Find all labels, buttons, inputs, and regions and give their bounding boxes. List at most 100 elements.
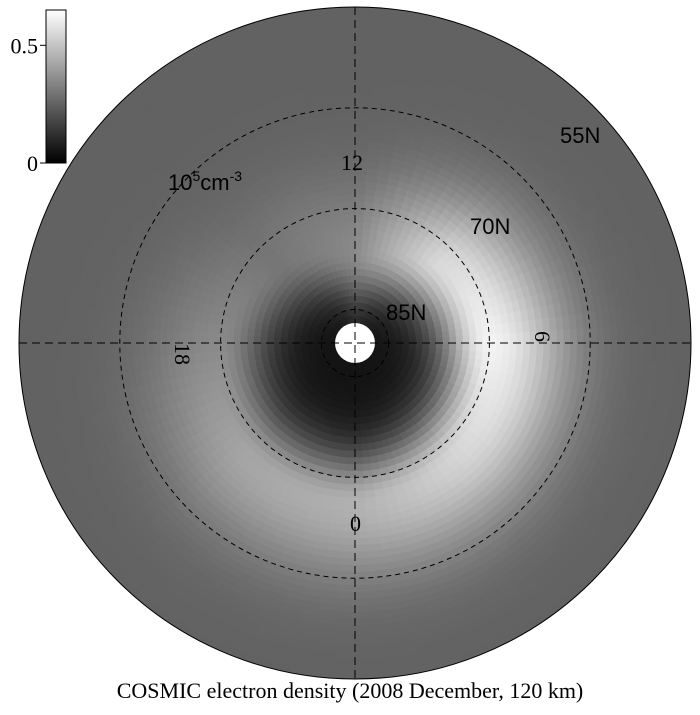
density-cell — [622, 342, 631, 362]
density-cell — [435, 336, 443, 344]
latitude-label: 70N — [470, 214, 510, 239]
density-cell — [453, 355, 462, 365]
density-cell — [354, 429, 362, 438]
density-cell — [354, 463, 364, 472]
density-cell — [427, 347, 436, 354]
density-cell — [487, 324, 497, 335]
density-cell — [247, 349, 256, 358]
density-cell — [569, 328, 578, 344]
density-cell — [359, 268, 365, 277]
density-cell — [331, 509, 345, 518]
density-cell — [629, 342, 638, 362]
density-cell — [334, 637, 356, 646]
density-cell — [408, 342, 416, 348]
density-cell — [649, 342, 658, 364]
density-cell — [528, 342, 537, 356]
density-cell — [354, 563, 371, 572]
density-cell — [562, 328, 571, 344]
density-cell — [642, 323, 652, 344]
density-cell — [200, 322, 209, 334]
density-cell — [344, 181, 356, 190]
density-cell — [589, 326, 598, 344]
density-cell — [354, 120, 370, 129]
density-cell — [187, 320, 196, 333]
density-cell — [173, 330, 182, 344]
density-cell — [345, 208, 356, 216]
density-cell — [347, 235, 356, 243]
north-pole-hole — [335, 323, 375, 363]
density-cell — [448, 342, 457, 350]
density-cell — [260, 330, 269, 338]
density-cell — [354, 537, 369, 545]
density-cell — [468, 334, 477, 344]
density-cell — [58, 342, 68, 363]
density-cell — [362, 455, 372, 465]
density-cell — [139, 328, 148, 344]
density-cell — [332, 7, 356, 15]
density-cell — [683, 342, 691, 366]
density-cell — [343, 174, 356, 183]
density-cell — [332, 175, 345, 184]
density-cell — [344, 490, 356, 498]
density-cell — [582, 327, 591, 344]
density-cell — [421, 347, 430, 353]
density-cell — [347, 443, 356, 451]
density-cell — [132, 328, 141, 344]
density-cell — [364, 188, 376, 197]
density-cell — [344, 194, 356, 203]
density-cell — [335, 482, 347, 491]
density-cell — [354, 490, 366, 498]
density-cell — [656, 342, 665, 364]
density-cell — [354, 436, 362, 445]
density-cell — [366, 242, 376, 252]
density-cell — [335, 46, 356, 56]
density-cell — [106, 326, 114, 344]
density-cell — [365, 509, 379, 518]
density-cell — [333, 181, 346, 191]
density-cell — [346, 456, 356, 465]
density-cell — [25, 342, 34, 365]
density-cell — [339, 563, 356, 572]
density-cell — [354, 13, 377, 22]
density-cell — [636, 342, 645, 363]
density-cell — [341, 435, 350, 444]
density-cell — [676, 342, 685, 365]
latitude-label: 85N — [386, 300, 426, 325]
density-cell — [366, 249, 374, 258]
density-cell — [354, 7, 378, 15]
density-cell — [501, 322, 510, 334]
density-cell — [335, 195, 347, 204]
density-cell — [345, 409, 351, 418]
density-cell — [447, 348, 456, 357]
density-cell — [428, 342, 436, 349]
density-cell — [274, 332, 283, 339]
density-cell — [38, 321, 47, 344]
density-cell — [342, 429, 350, 438]
density-cell — [596, 326, 604, 344]
density-cell — [354, 188, 366, 196]
density-cell — [347, 228, 356, 237]
density-cell — [335, 630, 356, 640]
density-cell — [354, 53, 375, 62]
local-time-label: 0 — [350, 511, 361, 536]
density-cell — [106, 342, 114, 360]
density-cell — [340, 120, 356, 129]
density-cell — [350, 403, 356, 411]
density-cell — [334, 40, 356, 49]
density-cell — [233, 334, 242, 344]
density-cell — [616, 325, 625, 344]
density-cell — [582, 342, 591, 359]
density-cell — [360, 248, 368, 257]
density-cell — [338, 100, 356, 109]
density-cell — [354, 174, 367, 183]
density-cell — [354, 630, 375, 640]
density-cell — [609, 342, 618, 361]
density-cell — [338, 577, 356, 586]
density-cell — [333, 13, 356, 22]
density-cell — [280, 333, 289, 339]
density-cell — [362, 221, 372, 231]
density-cell — [337, 73, 356, 82]
density-cell — [474, 350, 483, 361]
density-cell — [159, 329, 168, 344]
density-cell — [362, 462, 373, 471]
